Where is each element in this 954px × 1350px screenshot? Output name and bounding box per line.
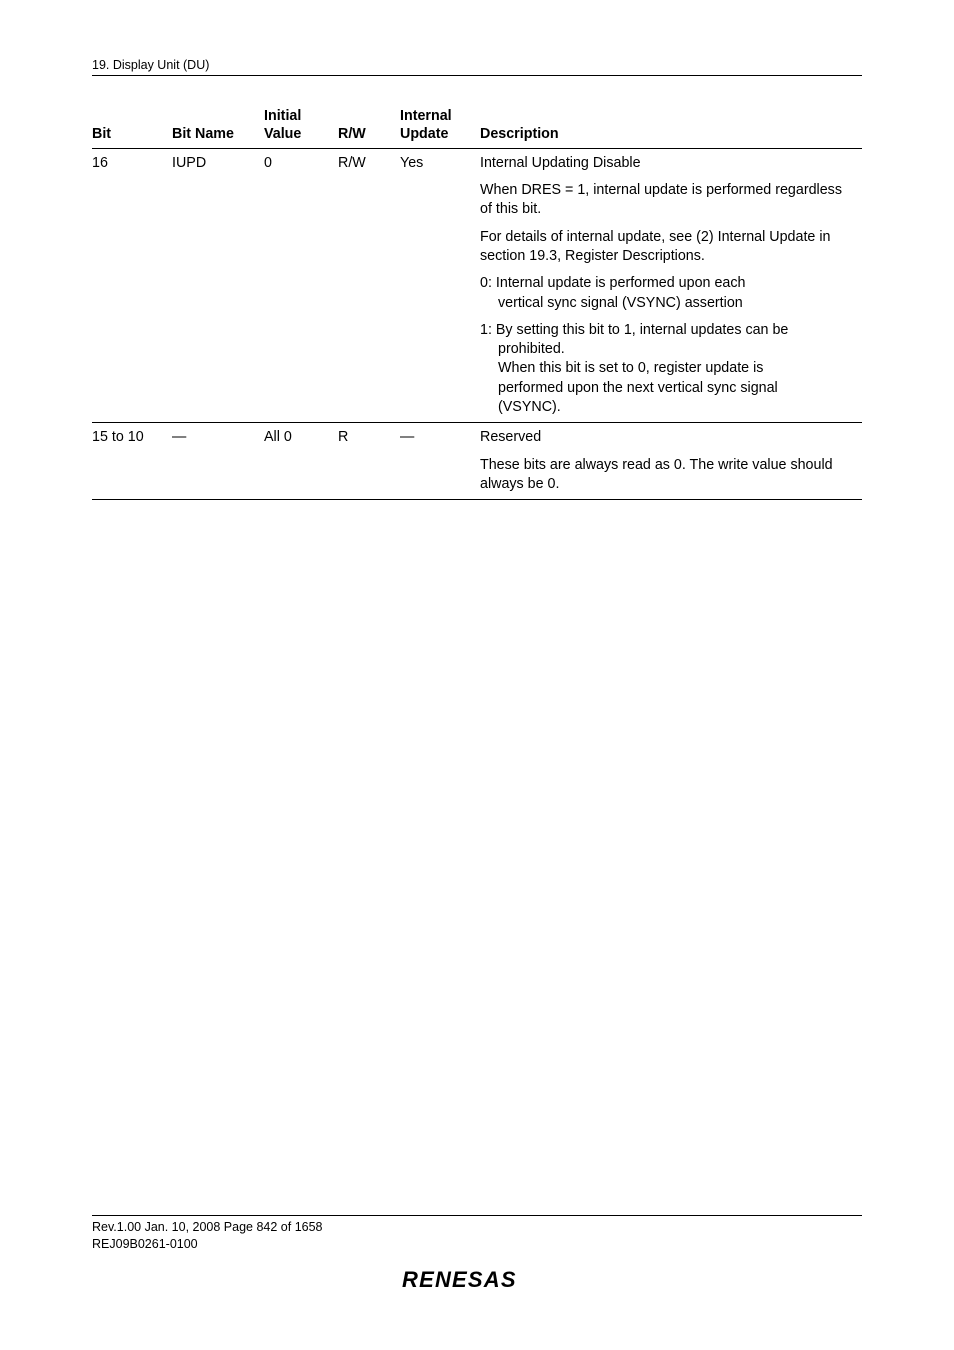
col-bit-name: Bit Name xyxy=(172,104,264,148)
table-row: 15 to 10 — All 0 R — Reserved These bits… xyxy=(92,423,862,500)
col-internal-update: Internal Update xyxy=(400,104,480,148)
renesas-logo: RENESAS xyxy=(92,1267,862,1298)
desc-line: prohibited. xyxy=(480,340,854,359)
desc-paragraph: When DRES = 1, internal update is perfor… xyxy=(480,181,854,220)
cell-bit-name: IUPD xyxy=(172,148,264,423)
desc-title: Reserved xyxy=(480,428,854,447)
cell-internal-update: — xyxy=(400,423,480,500)
desc-title: Internal Updating Disable xyxy=(480,154,854,173)
desc-line: (VSYNC). xyxy=(480,398,854,417)
cell-rw: R/W xyxy=(338,148,400,423)
section-header: 19. Display Unit (DU) xyxy=(92,58,862,76)
desc-line: vertical sync signal (VSYNC) assertion xyxy=(480,294,854,313)
cell-rw: R xyxy=(338,423,400,500)
footer-rule xyxy=(92,1215,862,1216)
desc-line: performed upon the next vertical sync si… xyxy=(480,379,854,398)
desc-line: When this bit is set to 0, register upda… xyxy=(480,359,854,378)
desc-paragraph: These bits are always read as 0. The wri… xyxy=(480,456,854,495)
desc-value-0: 0: Internal update is performed upon eac… xyxy=(480,274,854,313)
col-initial-value-l1: Initial xyxy=(264,108,301,124)
cell-initial-value: 0 xyxy=(264,148,338,423)
col-internal-update-l2: Update xyxy=(400,126,448,142)
col-internal-update-l1: Internal xyxy=(400,108,452,124)
col-bit: Bit xyxy=(92,104,172,148)
cell-internal-update: Yes xyxy=(400,148,480,423)
col-description: Description xyxy=(480,104,862,148)
table-row: 16 IUPD 0 R/W Yes Internal Updating Disa… xyxy=(92,148,862,423)
desc-line: 1: By setting this bit to 1, internal up… xyxy=(480,321,854,340)
footer-rev-line: Rev.1.00 Jan. 10, 2008 Page 842 of 1658 xyxy=(92,1219,862,1236)
cell-description: Internal Updating Disable When DRES = 1,… xyxy=(480,148,862,423)
register-bit-table: Bit Bit Name Initial Value R/W Internal … xyxy=(92,104,862,500)
renesas-logo-text: RENESAS xyxy=(402,1267,517,1292)
col-initial-value-l2: Value xyxy=(264,126,301,142)
page-footer: Rev.1.00 Jan. 10, 2008 Page 842 of 1658 … xyxy=(92,1215,862,1298)
cell-initial-value: All 0 xyxy=(264,423,338,500)
desc-line: 0: Internal update is performed upon eac… xyxy=(480,274,854,293)
footer-doc-number: REJ09B0261-0100 xyxy=(92,1236,862,1253)
cell-bit: 16 xyxy=(92,148,172,423)
cell-bit-name: — xyxy=(172,423,264,500)
col-rw: R/W xyxy=(338,104,400,148)
cell-bit: 15 to 10 xyxy=(92,423,172,500)
desc-value-1: 1: By setting this bit to 1, internal up… xyxy=(480,321,854,417)
col-initial-value: Initial Value xyxy=(264,104,338,148)
cell-description: Reserved These bits are always read as 0… xyxy=(480,423,862,500)
desc-paragraph: For details of internal update, see (2) … xyxy=(480,228,854,267)
table-header-row: Bit Bit Name Initial Value R/W Internal … xyxy=(92,104,862,148)
